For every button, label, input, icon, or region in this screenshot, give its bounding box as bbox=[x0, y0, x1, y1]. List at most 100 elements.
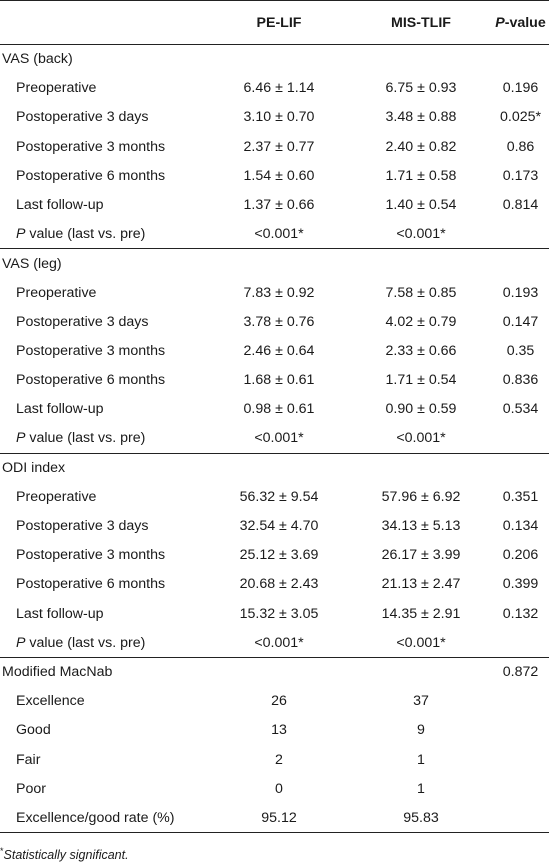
pe-lif-value: 1.54 ± 0.60 bbox=[243, 167, 315, 184]
mis-tlif-value: 21.13 ± 2.47 bbox=[381, 576, 461, 593]
row-label: Last follow-up bbox=[16, 197, 104, 214]
p-value bbox=[492, 803, 549, 834]
table-body: VAS (back) Preoperative 6.46 ± 1.14 6.75 ± … bbox=[0, 43, 549, 834]
row-label: Fair bbox=[16, 751, 41, 768]
p-value: 0.399 bbox=[502, 576, 539, 593]
section-p-value bbox=[492, 248, 549, 278]
row-label: Poor bbox=[16, 780, 46, 797]
header-mis-tlif: MIS-TLIF bbox=[350, 0, 492, 45]
section-p-value bbox=[492, 43, 549, 74]
p-value-label: P value (last vs. pre) bbox=[0, 424, 208, 453]
p-value: 0.193 bbox=[502, 284, 539, 301]
header-p-value: P-value bbox=[492, 0, 549, 45]
p-value-label: P value (last vs. pre) bbox=[0, 220, 208, 249]
section-mis-tlif bbox=[350, 43, 492, 74]
pe-lif-value: 95.12 bbox=[208, 803, 350, 834]
mis-tlif-value: 6.75 ± 0.93 bbox=[385, 80, 457, 97]
pe-lif-value: 2 bbox=[275, 751, 283, 768]
pe-lif-value: 1.68 ± 0.61 bbox=[243, 372, 315, 389]
table-row: Postoperative 3 months 2.37 ± 0.77 2.40 ± … bbox=[0, 132, 549, 161]
p-value: 0.147 bbox=[502, 313, 539, 330]
pe-lif-p-value: <0.001* bbox=[254, 634, 304, 651]
mis-tlif-value: 1.40 ± 0.54 bbox=[385, 197, 457, 214]
pe-lif-value: 25.12 ± 3.69 bbox=[239, 547, 319, 564]
table-row: Postoperative 3 days 3.78 ± 0.76 4.02 ± 0.… bbox=[0, 307, 549, 336]
row-label: Last follow-up bbox=[16, 605, 104, 622]
mis-tlif-value: 14.35 ± 2.91 bbox=[381, 605, 461, 622]
mis-tlif-value: 34.13 ± 5.13 bbox=[381, 518, 461, 535]
table-row: Postoperative 3 months 2.46 ± 0.64 2.33 ± … bbox=[0, 336, 549, 365]
table-row: Excellence/good rate (%) 95.12 95.83 bbox=[0, 803, 549, 834]
row-label: Postoperative 6 months bbox=[16, 372, 166, 389]
section-mis-tlif bbox=[350, 452, 492, 483]
pe-lif-value: 1.37 ± 0.66 bbox=[243, 197, 315, 214]
mis-tlif-p-value: <0.001* bbox=[396, 430, 446, 447]
section-pe-lif bbox=[208, 656, 350, 687]
table-row: Postoperative 3 days 3.10 ± 0.70 3.48 ± 0.… bbox=[0, 103, 549, 132]
pe-lif-value: 32.54 ± 4.70 bbox=[239, 518, 319, 535]
mis-tlif-value: 1.71 ± 0.54 bbox=[385, 372, 457, 389]
p-value: 0.134 bbox=[502, 518, 539, 535]
table-row: Postoperative 6 months 1.54 ± 0.60 1.71 ± … bbox=[0, 161, 549, 190]
p-value bbox=[492, 745, 549, 774]
results-table: PE-LIF MIS-TLIF P-value VAS (back) Preope… bbox=[0, 0, 549, 834]
section-title: Modified MacNab bbox=[0, 656, 208, 687]
p-value-empty bbox=[492, 424, 549, 453]
table-row: Postoperative 3 months 25.12 ± 3.69 26.17 … bbox=[0, 541, 549, 570]
pe-lif-value: 15.32 ± 3.05 bbox=[239, 605, 319, 622]
table-row: Last follow-up 1.37 ± 0.66 1.40 ± 0.54 0.81… bbox=[0, 190, 549, 219]
table-row: Preoperative 6.46 ± 1.14 6.75 ± 0.93 0.196 bbox=[0, 74, 549, 103]
mis-tlif-value: 9 bbox=[417, 722, 425, 739]
section-row: ODI index bbox=[0, 452, 549, 483]
table-row: Good 13 9 bbox=[0, 716, 549, 745]
section-pe-lif bbox=[208, 43, 350, 74]
section-title: VAS (leg) bbox=[0, 248, 208, 278]
section-mis-tlif bbox=[350, 656, 492, 687]
p-value: 0.173 bbox=[502, 167, 539, 184]
table-row: Excellence 26 37 bbox=[0, 687, 549, 716]
pe-lif-value: 26 bbox=[271, 693, 287, 710]
section-row: Modified MacNab 0.872 bbox=[0, 656, 549, 687]
p-italic: P bbox=[16, 634, 26, 651]
table-row: Preoperative 7.83 ± 0.92 7.58 ± 0.85 0.193 bbox=[0, 278, 549, 307]
p-value: 0.206 bbox=[502, 547, 539, 564]
row-label: Postoperative 3 days bbox=[16, 518, 149, 535]
mis-tlif-value: 3.48 ± 0.88 bbox=[385, 109, 457, 126]
p-label-rest: value (last vs. pre) bbox=[25, 225, 146, 242]
header-pe-lif: PE-LIF bbox=[208, 0, 350, 45]
mis-tlif-value: 2.33 ± 0.66 bbox=[385, 342, 457, 359]
p-value: 0.86 bbox=[506, 138, 535, 155]
row-label: Postoperative 3 months bbox=[16, 342, 166, 359]
row-label: Postoperative 3 days bbox=[16, 109, 149, 126]
p-value-row: P value (last vs. pre) <0.001* <0.001* bbox=[0, 424, 549, 453]
row-label: Good bbox=[16, 722, 51, 739]
mis-tlif-value: 26.17 ± 3.99 bbox=[381, 547, 461, 564]
pe-lif-value: 2.37 ± 0.77 bbox=[243, 138, 315, 155]
section-p-value: 0.872 bbox=[492, 656, 549, 687]
p-value bbox=[492, 774, 549, 803]
pe-lif-value: 13 bbox=[271, 722, 287, 739]
pe-lif-p-value: <0.001* bbox=[254, 430, 304, 447]
mis-tlif-value: 57.96 ± 6.92 bbox=[381, 488, 461, 505]
pe-lif-value: 20.68 ± 2.43 bbox=[239, 576, 319, 593]
p-italic: P bbox=[16, 430, 26, 447]
table-row: Preoperative 56.32 ± 9.54 57.96 ± 6.92 0.35… bbox=[0, 482, 549, 511]
row-label: Postoperative 3 months bbox=[16, 138, 166, 155]
section-row: VAS (leg) bbox=[0, 248, 549, 278]
header-outcome bbox=[0, 0, 208, 45]
pe-lif-value: 2.46 ± 0.64 bbox=[243, 342, 315, 359]
mis-tlif-value: 1.71 ± 0.58 bbox=[385, 167, 457, 184]
table-row: Last follow-up 0.98 ± 0.61 0.90 ± 0.59 0.53… bbox=[0, 395, 549, 424]
p-value-empty bbox=[492, 220, 549, 249]
row-label: Postoperative 6 months bbox=[16, 167, 166, 184]
mis-tlif-value: 95.83 bbox=[350, 803, 492, 834]
footnote-mark: * bbox=[0, 846, 4, 856]
table-row: Poor 0 1 bbox=[0, 774, 549, 803]
pe-lif-value: 0.98 ± 0.61 bbox=[243, 401, 315, 418]
section-title: ODI index bbox=[0, 452, 208, 483]
p-value: 0.814 bbox=[502, 197, 539, 214]
table-row: Postoperative 6 months 1.68 ± 0.61 1.71 ± … bbox=[0, 366, 549, 395]
row-label: Preoperative bbox=[16, 80, 97, 97]
header-row: PE-LIF MIS-TLIF P-value bbox=[0, 0, 549, 45]
